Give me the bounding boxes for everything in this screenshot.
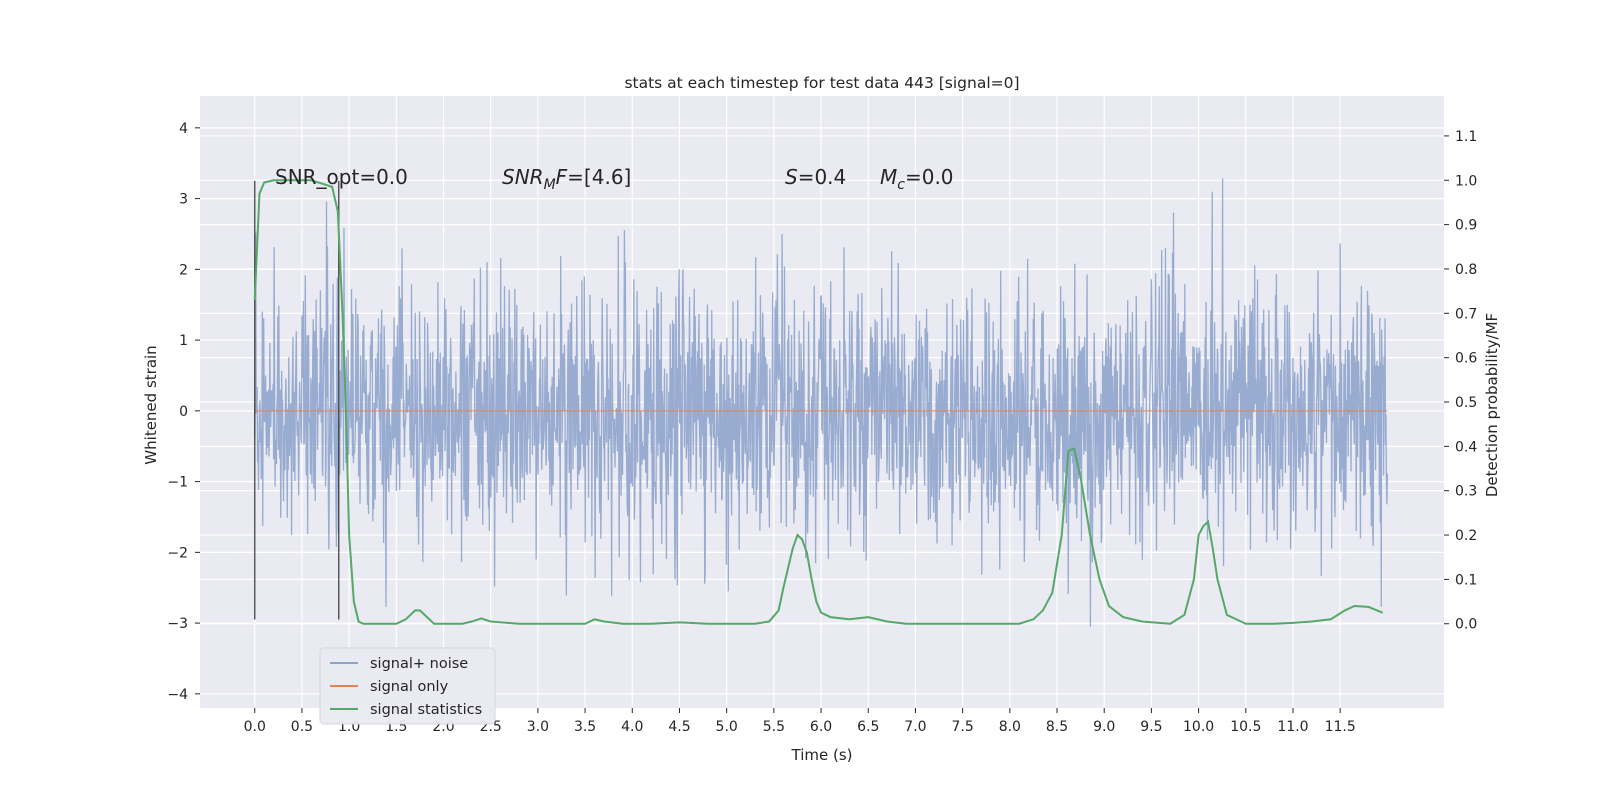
snr-mf-base: SNR (502, 165, 544, 189)
snr-opt-text: SNR_opt=0.0 (275, 165, 408, 189)
annotation-snr-opt: SNR_opt=0.0 (275, 165, 408, 189)
statistics-series (253, 179, 1384, 625)
statistics-line (253, 179, 1384, 625)
x-tick-label: 4.0 (621, 719, 643, 735)
y-right-tick-label: 1.0 (1455, 173, 1477, 189)
y-left-tick-label: 3 (179, 192, 188, 208)
y-left-axis-ticks: 4 3 2 1 0 −1 −2 −3 −4 (167, 121, 200, 703)
x-tick-label: 6.5 (857, 719, 879, 735)
x-tick-label: 7.0 (904, 719, 926, 735)
y-left-tick-label: 4 (179, 121, 188, 137)
y-right-axis-ticks: 1.1 1.0 0.9 0.8 0.7 0.6 0.5 0.4 0.3 0.2 0.1 0.0 (1444, 129, 1477, 633)
x-tick-label: 0.5 (291, 719, 313, 735)
x-tick-label: 5.0 (716, 719, 738, 735)
snr-mf-sub: M (544, 177, 556, 193)
y-right-tick-label: 0.9 (1455, 218, 1477, 234)
y-left-tick-label: −1 (167, 475, 188, 491)
x-tick-label: 5.5 (763, 719, 785, 735)
y-left-tick-label: 0 (179, 404, 188, 420)
y-right-tick-label: 0.8 (1455, 262, 1477, 278)
x-tick-label: 9.0 (1093, 719, 1115, 735)
y-right-tick-label: 0.1 (1455, 572, 1477, 588)
x-tick-label: 8.0 (999, 719, 1021, 735)
mc-var: M (880, 165, 897, 189)
y-left-tick-label: −2 (167, 545, 188, 561)
y-right-tick-label: 0.7 (1455, 306, 1477, 322)
x-tick-label: 7.5 (952, 719, 974, 735)
chart-title: stats at each timestep for test data 443… (624, 74, 1019, 92)
mc-value: =0.0 (905, 165, 954, 189)
y-right-tick-label: 0.3 (1455, 484, 1477, 500)
x-tick-label: 3.0 (527, 719, 549, 735)
y-left-tick-label: 1 (179, 333, 188, 349)
x-axis-label: Time (s) (791, 746, 853, 764)
y-left-axis-label: Whitened strain (142, 345, 160, 464)
legend-label-noise: signal+ noise (370, 656, 468, 672)
y-left-tick-label: −4 (167, 687, 188, 703)
y-right-tick-label: 0.6 (1455, 351, 1477, 367)
noise-line (254, 178, 1389, 627)
noise-series (254, 178, 1389, 627)
x-tick-label: 8.5 (1046, 719, 1068, 735)
annotation-snr-mf: SNRMF=[4.6] (502, 165, 631, 193)
mc-sub: c (897, 177, 905, 193)
y-right-tick-label: 0.4 (1455, 439, 1477, 455)
y-right-axis-label: Detection probability/MF (1483, 313, 1501, 497)
y-right-tick-label: 0.0 (1455, 617, 1477, 633)
annotation-s: S=0.4 (785, 165, 846, 189)
y-left-tick-label: 2 (179, 262, 188, 278)
annotation-mc: Mc=0.0 (880, 165, 954, 193)
snr-mf-rest: F (556, 165, 568, 189)
x-tick-label: 11.0 (1277, 719, 1308, 735)
legend-label-statistics: signal statistics (370, 702, 482, 718)
legend-box (319, 647, 496, 725)
x-tick-label: 0.0 (244, 719, 266, 735)
legend-label-signal: signal only (370, 679, 449, 695)
vertical-markers (254, 180, 340, 620)
x-tick-label: 10.5 (1230, 719, 1261, 735)
y-left-tick-label: −3 (167, 616, 188, 632)
x-tick-label: 9.5 (1140, 719, 1162, 735)
x-tick-label: 6.0 (810, 719, 832, 735)
s-var: S (785, 165, 798, 189)
y-right-tick-label: 0.2 (1455, 528, 1477, 544)
y-right-tick-label: 0.5 (1455, 395, 1477, 411)
x-tick-label: 3.5 (574, 719, 596, 735)
legend: signal+ noise signal only signal statist… (319, 647, 496, 725)
x-tick-label: 10.0 (1183, 719, 1214, 735)
x-tick-label: 4.5 (668, 719, 690, 735)
x-tick-label: 11.5 (1325, 719, 1356, 735)
snr-mf-value: =[4.6] (567, 165, 631, 189)
s-value: =0.4 (798, 165, 847, 189)
y-right-tick-label: 1.1 (1455, 129, 1477, 145)
